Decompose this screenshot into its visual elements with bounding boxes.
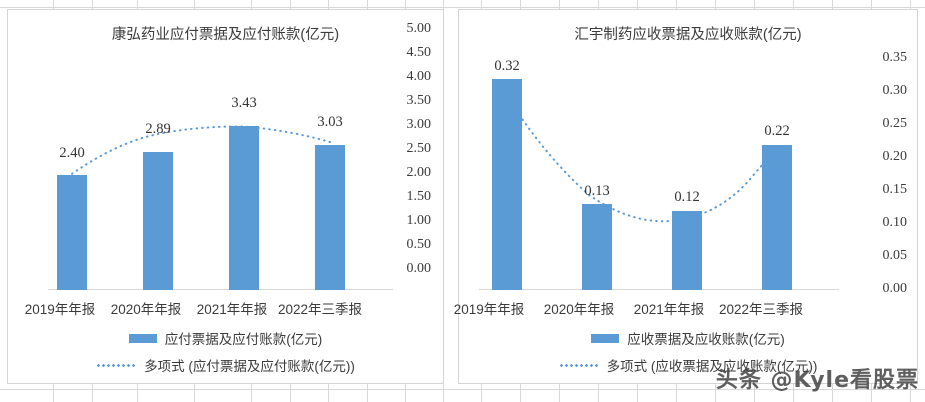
- data-label-2020: 0.13: [584, 183, 610, 199]
- data-label-2021: 3.43: [231, 95, 257, 111]
- legend-item-trendline[interactable]: 多项式 (应付票据及应付账款(亿元)): [8, 355, 443, 375]
- x-tick-2022: 2022年三季报: [718, 302, 804, 317]
- data-label-2022: 0.22: [764, 123, 790, 139]
- bar-2019[interactable]: [492, 78, 522, 290]
- plot-area-left: 2.40 2.89 3.43 3.03: [48, 50, 393, 290]
- y-tick-2-00: 2.00: [406, 165, 432, 180]
- legend-item-series[interactable]: 应付票据及应付账款(亿元): [8, 328, 443, 348]
- bar-2021[interactable]: [229, 126, 259, 290]
- watermark: 头条 @Kyle看股票: [715, 368, 919, 393]
- sheet-gridline-horizontal: [0, 7, 925, 8]
- y-tick-0-00: 0.00: [406, 261, 432, 276]
- y-tick-0-10: 0.10: [882, 215, 908, 230]
- data-label-2019: 0.32: [494, 58, 520, 74]
- bar-2021[interactable]: [672, 210, 702, 290]
- bar-2019[interactable]: [57, 175, 87, 290]
- legend-bar-swatch-icon: [591, 333, 620, 343]
- legend-item-series[interactable]: 应收票据及应收账款(亿元): [459, 328, 917, 348]
- y-tick-0-25: 0.25: [882, 116, 908, 131]
- bar-2020[interactable]: [143, 151, 173, 290]
- x-axis-line-right: [479, 289, 839, 290]
- legend-label-trendline: 多项式 (应付票据及应付账款(亿元)): [144, 359, 355, 374]
- y-tick-2-50: 2.50: [406, 141, 432, 156]
- data-label-2019: 2.40: [59, 145, 85, 161]
- y-tick-0-35: 0.35: [882, 50, 908, 65]
- legend-label-trendline: 多项式 (应收票据及应收账款(亿元)): [606, 359, 818, 374]
- chart-汇宇制药[interactable]: 汇宇制药应收票据及应收账款(亿元) 0.32 0.13 0.12 0.22 0.…: [454, 9, 918, 384]
- x-tick-2020: 2020年年报: [110, 302, 182, 317]
- chart-title-left: 康弘药业应付票据及应付账款(亿元): [111, 27, 340, 43]
- y-tick-0-50: 0.50: [406, 237, 432, 252]
- chart-title-right: 汇宇制药应收票据及应收账款(亿元): [574, 27, 802, 43]
- x-tick-2022: 2022年三季报: [277, 302, 363, 317]
- x-tick-2020: 2020年年报: [543, 302, 615, 317]
- x-axis-line-left: [48, 289, 393, 290]
- bar-2022[interactable]: [762, 144, 792, 290]
- y-tick-1-00: 1.00: [406, 213, 432, 228]
- data-label-2021: 0.12: [674, 189, 700, 205]
- bar-2020[interactable]: [582, 204, 612, 290]
- y-tick-3-00: 3.00: [406, 117, 432, 132]
- data-label-2020: 2.89: [145, 121, 171, 137]
- y-tick-4-00: 4.00: [406, 69, 432, 84]
- y-tick-5-00: 5.00: [406, 21, 432, 36]
- x-tick-2021: 2021年年报: [196, 302, 268, 317]
- legend-right[interactable]: 应收票据及应收账款(亿元) 多项式 (应收票据及应收账款(亿元)): [459, 328, 917, 382]
- y-tick-0-30: 0.30: [882, 83, 908, 98]
- x-tick-2019: 2019年年报: [453, 302, 525, 317]
- legend-item-trendline[interactable]: 多项式 (应收票据及应收账款(亿元)): [459, 355, 917, 375]
- bar-2022[interactable]: [315, 145, 345, 290]
- chart-康弘药业[interactable]: 康弘药业应付票据及应付账款(亿元) 2.40 2.89 3.43 3.03 5.…: [7, 9, 444, 384]
- legend-dotted-line-icon: [558, 363, 599, 367]
- x-tick-2021: 2021年年报: [633, 302, 705, 317]
- legend-bar-swatch-icon: [128, 333, 157, 343]
- y-tick-3-50: 3.50: [406, 93, 432, 108]
- x-tick-2019: 2019年年报: [24, 302, 96, 317]
- legend-label-series: 应付票据及应付账款(亿元): [164, 332, 323, 347]
- y-tick-0-20: 0.20: [882, 149, 908, 164]
- y-tick-4-50: 4.50: [406, 45, 432, 60]
- legend-label-series: 应收票据及应收账款(亿元): [627, 332, 785, 347]
- y-tick-0-15: 0.15: [882, 182, 908, 197]
- y-tick-0-00: 0.00: [882, 281, 908, 296]
- data-label-2022: 3.03: [317, 114, 343, 130]
- y-tick-0-05: 0.05: [882, 248, 908, 263]
- legend-left[interactable]: 应付票据及应付账款(亿元) 多项式 (应付票据及应付账款(亿元)): [8, 328, 443, 382]
- legend-dotted-line-icon: [96, 363, 137, 367]
- y-tick-1-50: 1.50: [406, 189, 432, 204]
- plot-area-right: 0.32 0.13 0.12 0.22: [479, 58, 839, 290]
- sheet-gridline-horizontal: [0, 389, 925, 390]
